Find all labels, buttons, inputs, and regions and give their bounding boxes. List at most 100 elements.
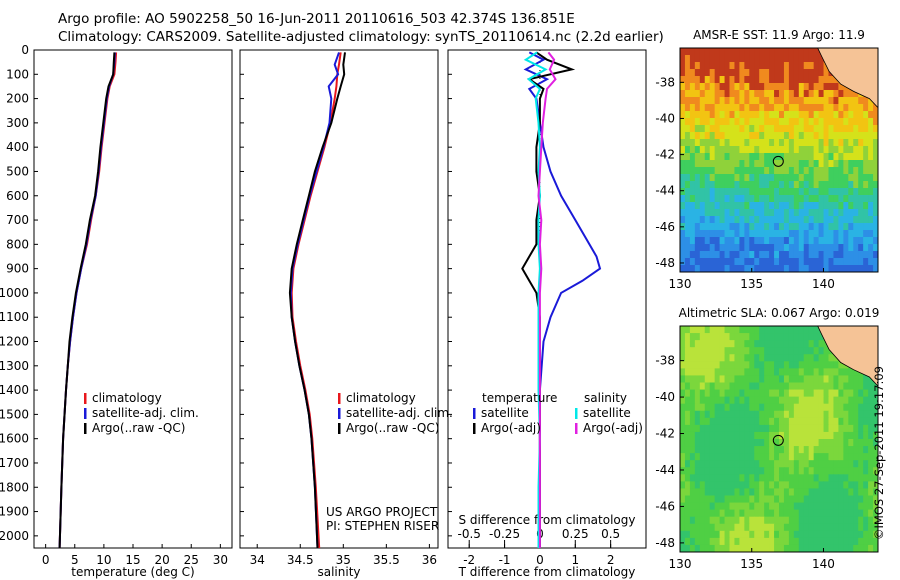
- sst-map-cell: [749, 237, 755, 245]
- sst-map-cell: [803, 132, 810, 140]
- sst-map-cell: [744, 69, 750, 77]
- sst-map-cell: [818, 237, 825, 245]
- sla-map-cell: [774, 389, 780, 398]
- sla-map-cell: [694, 424, 701, 433]
- sst-map-cell: [744, 195, 750, 203]
- depth-tick-label: 1300: [0, 359, 29, 373]
- sla-map-cell: [734, 326, 740, 334]
- depth-tick-label: 300: [6, 116, 29, 130]
- sla-map-cell: [759, 403, 765, 412]
- sst-map-cell: [863, 223, 869, 231]
- sst-map-cell: [694, 111, 701, 119]
- sla-map-cell: [719, 410, 726, 419]
- sla-map-cell: [680, 453, 686, 461]
- sst-map-cell: [719, 258, 726, 266]
- sst-map-cell: [838, 83, 844, 91]
- sla-map-cell: [833, 488, 839, 496]
- sst-map-cell: [729, 181, 735, 189]
- sst-map-cell: [734, 202, 740, 210]
- sst-map-cell: [818, 125, 825, 133]
- sla-map-cell: [704, 481, 711, 489]
- sst-map-cell: [828, 90, 834, 98]
- sst-map-cell: [764, 111, 770, 119]
- sst-map-cell: [714, 258, 721, 266]
- sla-map-cell: [803, 516, 810, 525]
- sla-map-cell: [749, 354, 755, 362]
- sla-map-cell: [843, 417, 849, 426]
- sla-map-cell: [729, 382, 735, 391]
- sst-map-cell: [744, 209, 750, 217]
- sla-map-cell: [734, 495, 740, 504]
- sla-map-cell: [724, 439, 730, 447]
- sst-map-cell: [838, 104, 844, 112]
- sst-map-cell: [719, 104, 726, 112]
- sst-map-cell: [803, 244, 810, 252]
- sst-map-cell: [813, 97, 820, 105]
- sla-map-cell: [744, 333, 750, 341]
- sla-map-cell: [704, 523, 711, 532]
- sla-map-cell: [823, 530, 829, 539]
- sla-map-cell: [744, 502, 750, 511]
- sla-map-cell: [788, 495, 795, 504]
- sla-map-cell: [714, 368, 721, 376]
- sla-map-cell: [764, 368, 770, 376]
- sst-map-cell: [863, 153, 869, 161]
- sst-map-cell: [764, 104, 770, 112]
- sst-map-cell: [709, 55, 716, 63]
- sst-map-cell: [843, 174, 849, 182]
- sla-map-cell: [808, 354, 815, 362]
- sst-map-cell: [724, 76, 730, 84]
- sla-map-cell: [759, 361, 765, 369]
- sla-map-cell: [749, 509, 755, 518]
- sla-map-cell: [833, 467, 839, 475]
- sst-map-cell: [808, 216, 815, 224]
- sst-map-cell: [724, 139, 730, 147]
- sla-map-cell: [858, 396, 864, 405]
- sst-map-cell: [724, 118, 730, 126]
- sla-map-cell: [828, 382, 834, 391]
- sla-map-cell: [754, 389, 760, 398]
- sla-map-cell: [689, 361, 696, 369]
- sla-map-cell: [764, 340, 770, 348]
- sla-map-cell: [684, 431, 691, 440]
- sla-map-cell: [724, 481, 730, 489]
- sst-map-cell: [813, 230, 820, 238]
- sst-map-cell: [798, 62, 805, 70]
- sla-map-cell: [853, 368, 859, 376]
- sla-map-cell: [704, 333, 711, 341]
- sst-map-cell: [774, 216, 780, 224]
- sla-map-cell: [684, 530, 691, 539]
- sst-map-cell: [734, 244, 740, 252]
- sla-map-cell: [734, 340, 740, 348]
- sla-map-cell: [774, 368, 780, 376]
- sst-map-cell: [709, 62, 716, 70]
- sla-map-cell: [774, 537, 780, 546]
- sst-map-cell: [689, 188, 696, 196]
- sla-map-cell: [734, 439, 740, 447]
- sla-map-cell: [858, 523, 864, 532]
- sst-map-cell: [818, 132, 825, 140]
- sla-map-cell: [699, 467, 706, 475]
- sst-map-cell: [803, 237, 810, 245]
- sst-map-cell: [848, 111, 854, 119]
- sla-map-cell: [863, 544, 869, 553]
- sla-map-cell: [843, 439, 849, 447]
- sla-map-cell: [764, 361, 770, 369]
- temperature-series-1: [58, 52, 116, 549]
- sst-map-cell: [699, 69, 706, 77]
- sst-map-cell: [774, 132, 780, 140]
- sst-map-cell: [823, 258, 829, 266]
- sst-map-cell: [823, 167, 829, 175]
- sst-map-cell: [823, 111, 829, 119]
- sst-map-cell: [739, 209, 745, 217]
- sst-map-cell: [729, 118, 735, 126]
- sst-map-cell: [843, 181, 849, 189]
- sla-map-cell: [734, 488, 740, 496]
- sla-map-cell: [793, 509, 800, 518]
- sst-map-cell: [798, 83, 805, 91]
- sst-map-cell: [868, 202, 874, 210]
- sst-map-cell: [774, 146, 780, 154]
- sla-map-cell: [689, 523, 696, 532]
- sla-map-cell: [798, 460, 805, 468]
- sla-map-cell: [788, 431, 795, 440]
